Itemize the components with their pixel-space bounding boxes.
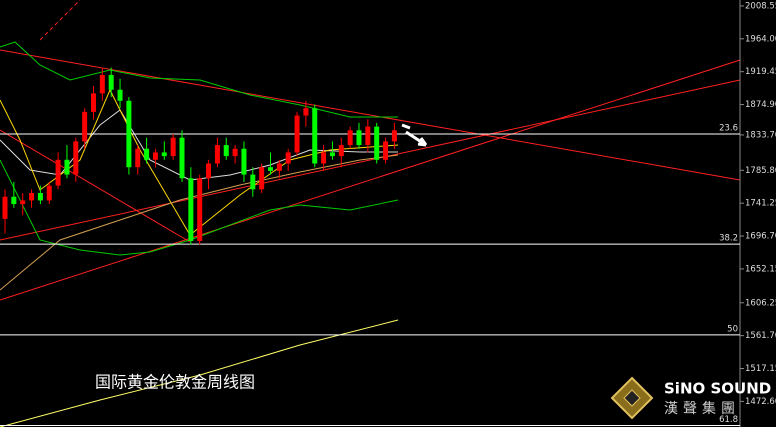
candle-body: [117, 89, 123, 101]
candle-body: [64, 159, 70, 175]
candle-body: [383, 141, 389, 160]
y-tick-label: 1833.70: [745, 130, 776, 140]
fib-label: 50: [727, 324, 738, 334]
fib-label: 23.6: [719, 123, 738, 133]
ma-line: [0, 109, 398, 181]
candle-body: [73, 141, 79, 175]
candle-body: [374, 126, 380, 160]
candle-body: [20, 200, 26, 205]
candle-body: [276, 163, 282, 171]
candle-body: [91, 93, 96, 112]
candle-body: [179, 137, 185, 179]
logo-name: SiNO SOUND: [664, 380, 771, 398]
arrow: [401, 123, 428, 147]
y-tick-label: 1874.90: [745, 100, 776, 110]
candle-body: [188, 178, 194, 241]
candle-body: [347, 130, 353, 146]
candle-body: [108, 74, 114, 90]
logo-subtitle: 漢聲集團: [664, 400, 740, 417]
candle-body: [2, 196, 8, 219]
trend-line: [0, 129, 191, 243]
y-tick-label: 1741.25: [745, 199, 776, 209]
candle-body: [29, 193, 35, 201]
candle-body: [259, 167, 265, 190]
candle-body: [82, 111, 88, 142]
y-tick-label: 1919.45: [745, 67, 776, 77]
candle-body: [144, 148, 150, 160]
y-tick-label: 1696.70: [745, 232, 776, 242]
trend-line: [39, 0, 81, 41]
candle-body: [250, 174, 256, 190]
y-tick-label: 2008.55: [745, 1, 776, 11]
candle-body: [303, 108, 309, 116]
ma-line: [0, 154, 399, 291]
band-lower: [0, 159, 399, 256]
candle-body: [329, 152, 335, 157]
y-tick-label: 1964.00: [745, 34, 776, 44]
candle-body: [232, 148, 238, 157]
candle-body: [365, 126, 371, 146]
candle-body: [152, 152, 158, 160]
logo-icon: [623, 389, 641, 407]
y-tick-label: 1785.80: [745, 166, 776, 176]
candle-body: [99, 74, 105, 94]
candle-body: [391, 130, 397, 142]
candle-body: [135, 148, 141, 168]
trend-line: [0, 59, 741, 301]
y-tick-label: 1652.15: [745, 264, 776, 274]
candle-body: [46, 185, 52, 201]
candle-body: [241, 148, 247, 175]
candle-body: [356, 130, 362, 146]
y-tick-label: 1606.25: [745, 298, 776, 308]
trend-line: [0, 79, 741, 241]
trend-line: [0, 49, 741, 181]
y-tick-label: 1517.15: [745, 364, 776, 374]
candle-body: [294, 115, 300, 153]
candle-body: [268, 167, 273, 171]
candle-body: [170, 137, 176, 157]
fib-label: 38.2: [719, 234, 738, 244]
ma-line: [0, 319, 399, 427]
candle-body: [338, 145, 344, 157]
candle-body: [206, 163, 212, 179]
chart-title: 国际黄金伦敦金周线图: [95, 373, 255, 392]
candle-body: [214, 145, 220, 164]
band-upper: [0, 41, 398, 118]
candle-body: [11, 196, 17, 205]
logo: SiNO SOUND 漢聲集團: [610, 376, 771, 420]
indicators: [0, 0, 741, 427]
candle-body: [37, 193, 43, 201]
candle-body: [312, 108, 318, 164]
candle-body: [55, 159, 61, 186]
y-tick-label: 1561.70: [745, 331, 776, 341]
candle-body: [161, 152, 167, 157]
y-tick-label: 1472.60: [745, 397, 776, 407]
candle-body: [285, 152, 291, 164]
candle-body: [321, 152, 327, 164]
candle-body: [223, 145, 229, 157]
fib-label: 61.8: [719, 415, 738, 425]
candle-body: [197, 178, 203, 241]
candle-body: [126, 100, 132, 168]
